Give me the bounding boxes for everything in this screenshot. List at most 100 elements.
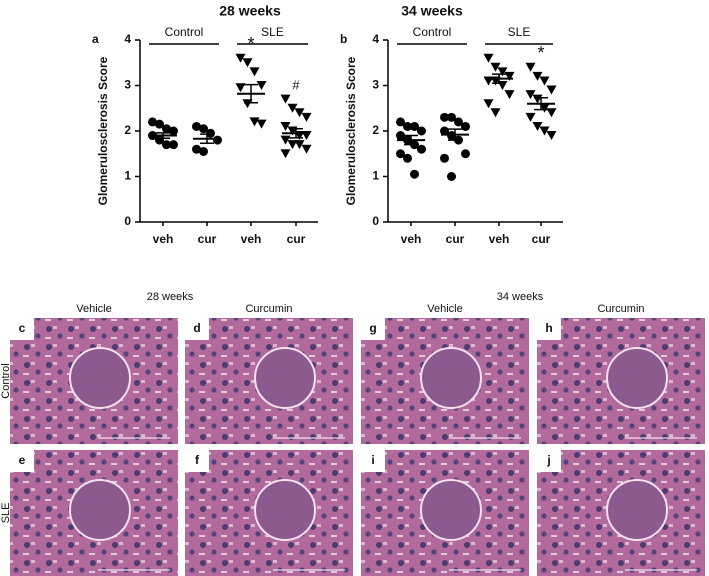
data-point [447,112,456,122]
significance-marker: # [292,78,300,93]
y-tick-label: 1 [372,169,379,183]
y-tick-label: 4 [124,32,131,46]
significance-marker: * [537,43,544,63]
panel-letter: e [19,453,26,467]
y-tick-label: 2 [124,123,131,137]
sem-error-bar [492,73,506,84]
panel-letter-box [537,450,561,472]
data-point [242,99,253,109]
panel-letter: a [92,32,99,46]
data-point [440,153,449,163]
data-point [525,112,536,122]
data-point [546,108,557,118]
timepoint-label: 34 weeks [497,291,544,303]
data-point [525,90,536,100]
column-label: Vehicle [427,303,462,315]
data-point [235,53,246,63]
chart-title: 28 weeks [219,3,281,19]
data-point [213,135,222,145]
y-tick-label: 4 [372,32,379,46]
data-point [287,140,298,150]
y-tick-label: 3 [372,78,379,92]
data-point [256,81,267,90]
data-point [417,126,426,136]
panel-letter: f [195,453,200,467]
data-point [162,124,171,134]
x-tick-label: cur [198,232,217,246]
panel-letter-box [361,450,385,472]
panel-letter: i [371,453,374,467]
column-label: Vehicle [76,303,111,315]
data-point [148,117,157,127]
timepoint-label: 28 weeks [147,291,194,303]
y-tick-label: 0 [372,214,379,228]
group-label: Control [413,25,452,39]
data-point [280,121,291,131]
data-point [162,140,171,150]
data-point [447,172,456,181]
panel-letter: j [546,453,550,467]
data-point [461,121,470,131]
data-point [504,71,515,81]
y-tick-label: 0 [124,214,131,228]
glomerulus [420,479,482,541]
data-point [192,144,201,154]
x-tick-label: cur [287,232,306,246]
data-point [403,153,412,163]
panel-letter: d [193,321,200,335]
chart-title: 34 weeks [401,3,463,19]
x-tick-label: cur [446,232,465,246]
panel-letter-box [185,450,209,472]
data-point [440,126,449,136]
data-point [301,144,312,154]
panel-letter-box [537,318,561,340]
data-point [417,144,426,154]
data-point [396,131,405,141]
data-point [169,126,178,136]
sem-error-bar [448,128,462,141]
data-point [294,108,305,118]
data-point [287,103,298,113]
data-point [525,62,536,72]
data-point [504,90,515,100]
data-point [199,124,208,134]
glomerulus [420,347,482,409]
group-label: SLE [508,25,531,39]
data-point [410,121,419,131]
data-point [490,62,501,72]
data-point [280,149,291,159]
data-point [454,117,463,127]
glomerulus [69,347,131,409]
panel-letter: b [340,32,347,46]
y-axis-label: Glomerulosclerosis Score [96,56,110,205]
glomerulus [254,479,316,541]
x-tick-label: veh [401,232,422,246]
data-point [256,119,267,129]
panel-letter: g [369,321,376,335]
y-tick-label: 3 [124,78,131,92]
data-point [155,119,164,129]
data-point [539,103,550,113]
data-point [546,131,557,141]
data-point [242,58,253,68]
column-label: Curcumin [597,303,644,315]
panel-letter-box [185,318,209,340]
data-point [410,169,419,179]
data-point [490,108,501,118]
y-axis-label: Glomerulosclerosis Score [344,56,358,205]
data-point [483,53,494,63]
data-point [396,117,405,127]
glomerulus [69,479,131,541]
x-tick-label: veh [241,232,262,246]
data-point [280,94,291,104]
data-point [403,121,412,131]
group-label: SLE [261,25,284,39]
data-point [249,117,260,127]
data-point [532,71,543,81]
panel-letter: c [19,321,26,335]
sem-error-bar [200,133,214,145]
data-point [206,128,215,138]
data-point [532,94,543,104]
sem-error-bar [404,134,418,146]
x-tick-label: veh [489,232,510,246]
